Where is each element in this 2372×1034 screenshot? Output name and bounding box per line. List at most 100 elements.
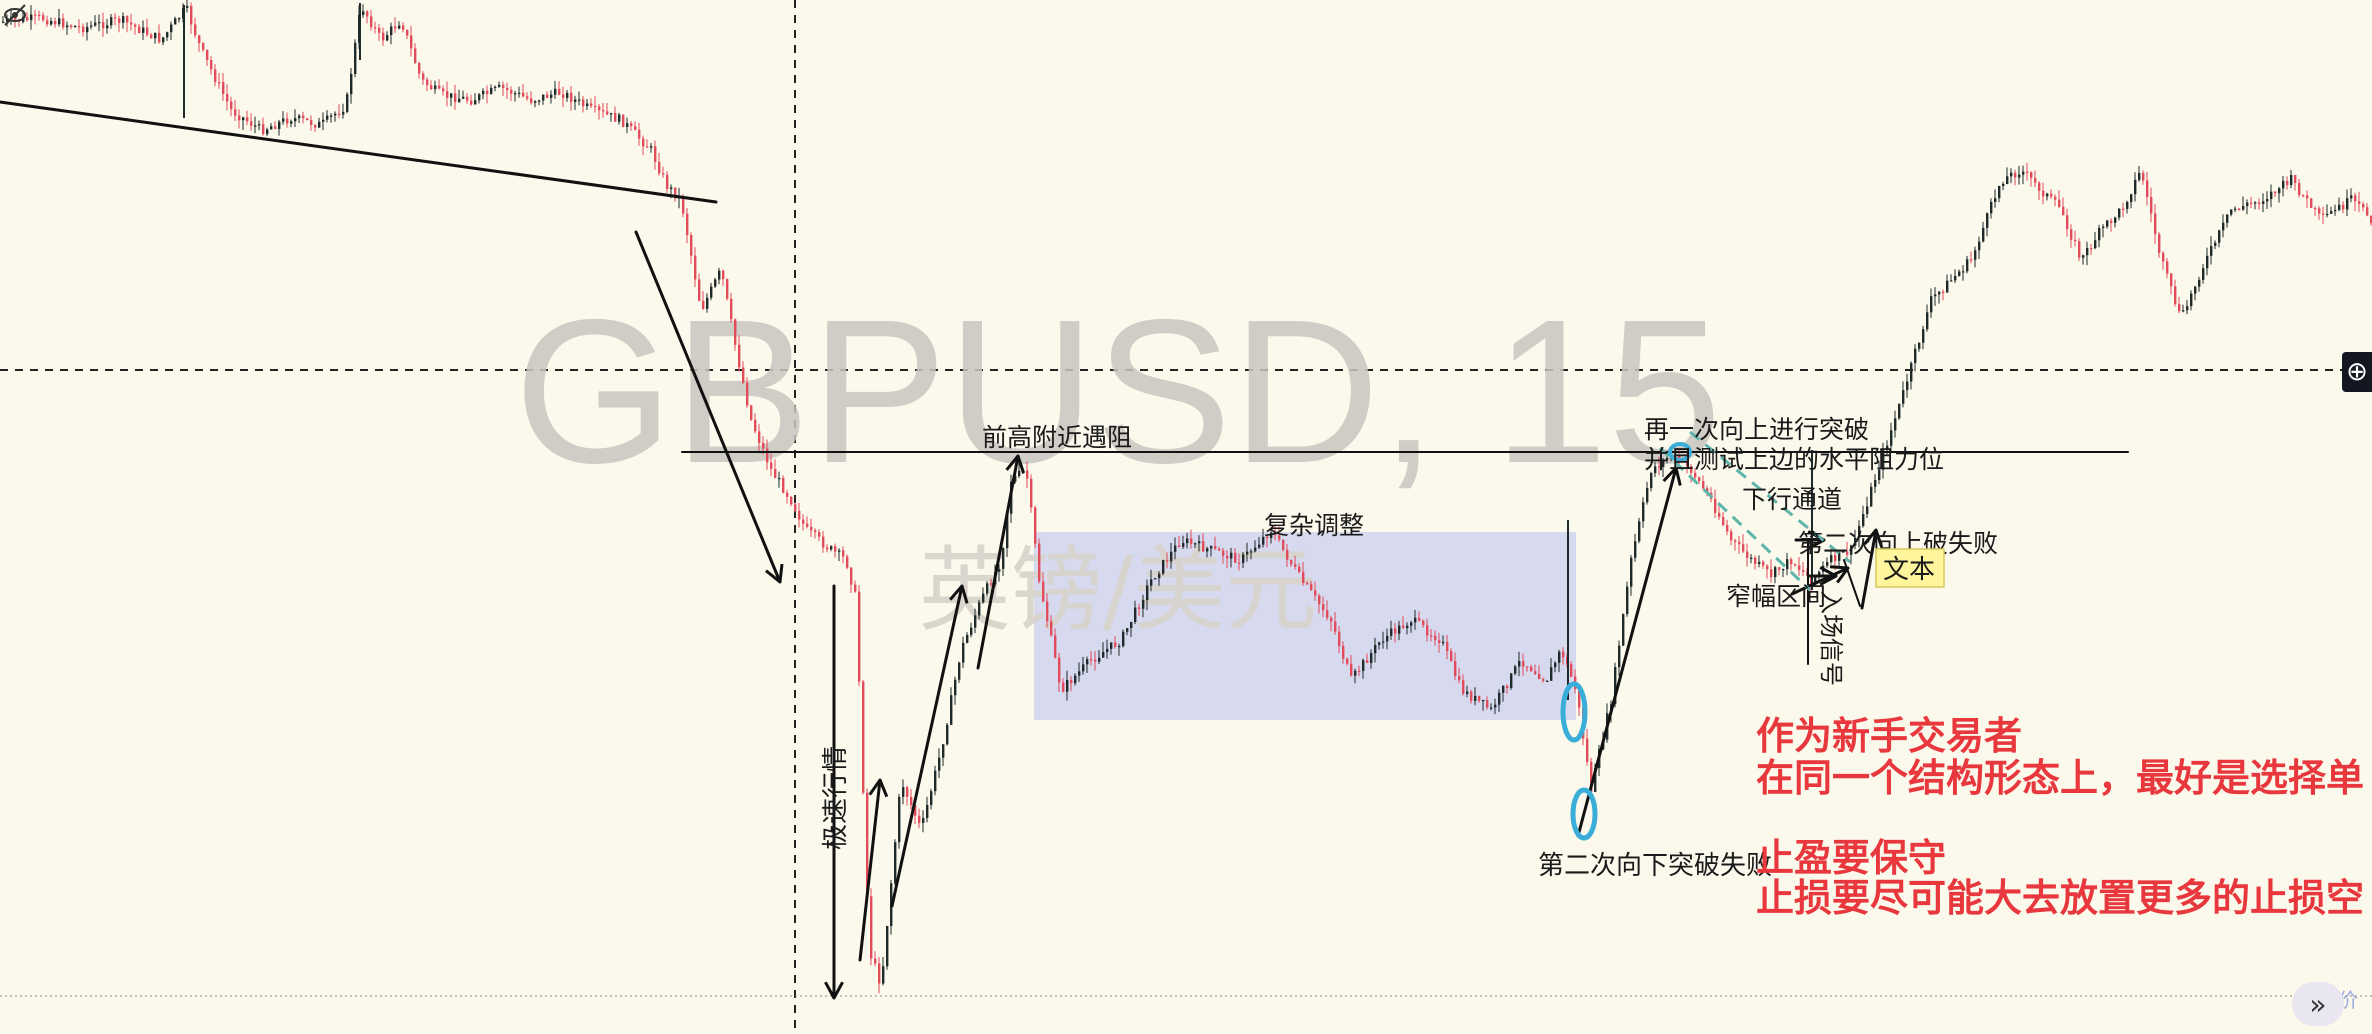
- candle-body: [1998, 186, 2001, 199]
- candle-body: [2098, 228, 2101, 241]
- candle-body: [330, 115, 333, 117]
- candle-body: [1630, 557, 1633, 587]
- breakout-fail-arrow-head-b: [1829, 565, 1849, 570]
- candle-body: [1542, 679, 1545, 681]
- candle-body: [1262, 536, 1265, 545]
- candle-body: [2186, 306, 2189, 311]
- candle-body: [2, 21, 5, 23]
- candle-body: [1346, 658, 1349, 664]
- candle-body: [374, 27, 377, 29]
- candle-body: [474, 100, 477, 105]
- candle-body: [1034, 507, 1037, 544]
- candle-body: [1226, 555, 1229, 559]
- candle-body: [866, 792, 869, 897]
- candle-body: [1894, 418, 1897, 431]
- candle-body: [958, 662, 961, 680]
- candle-body: [778, 478, 781, 480]
- candle-body: [1966, 259, 1969, 272]
- candle-body: [2150, 197, 2153, 214]
- range-top-marker-2-head-a: [1819, 574, 1837, 586]
- label-second-down-fail: 第二次向下突破失败: [1538, 851, 1772, 881]
- candle-body: [910, 796, 913, 805]
- candle-body: [290, 121, 293, 124]
- candle-body: [2030, 172, 2033, 178]
- candle-body: [2138, 172, 2141, 180]
- candle-body: [1938, 291, 1941, 295]
- candle-body: [2110, 220, 2113, 223]
- rebound-arrow-1: [858, 778, 882, 962]
- double-chevron-right-icon: »: [2309, 987, 2327, 1021]
- candle-body: [106, 25, 109, 29]
- eye-off-icon[interactable]: [2, 2, 28, 28]
- candle-body: [2194, 286, 2197, 294]
- candle-body: [322, 119, 325, 122]
- candle-body: [810, 526, 813, 531]
- add-price-alert-button[interactable]: ⊕: [2342, 352, 2372, 392]
- candle-body: [1362, 660, 1365, 671]
- candle-body: [1902, 390, 1905, 404]
- candle-body: [286, 118, 289, 124]
- candle-body: [1910, 363, 1913, 382]
- candle-body: [666, 174, 669, 189]
- candle-body: [1154, 578, 1157, 580]
- candle-body: [630, 123, 633, 127]
- candle-body: [1114, 642, 1117, 647]
- candle-body: [1462, 680, 1465, 694]
- candle-body: [2154, 213, 2157, 235]
- candle-body: [2318, 208, 2321, 214]
- candle-body: [2022, 171, 2025, 175]
- candle-body: [634, 126, 637, 130]
- candle-body: [1370, 653, 1373, 663]
- candle-body: [650, 146, 653, 148]
- candle-body: [1338, 631, 1341, 646]
- candle-body: [2346, 198, 2349, 210]
- fast-move-vertical-arrow-head-a: [824, 981, 836, 999]
- candle-body: [626, 123, 629, 127]
- candle-body: [150, 34, 153, 39]
- candle-body: [1422, 620, 1425, 626]
- candle-body: [574, 99, 577, 102]
- candle-body: [1410, 622, 1413, 626]
- candle-body: [198, 35, 201, 43]
- candle-body: [854, 584, 857, 592]
- candle-body: [1326, 610, 1329, 618]
- candle-body: [1082, 664, 1085, 672]
- candle-body: [1454, 661, 1457, 677]
- candle-body: [30, 14, 33, 20]
- candle-body: [1922, 329, 1925, 343]
- candle-body: [1298, 566, 1301, 572]
- candle-body: [1862, 514, 1865, 526]
- candle-body: [78, 26, 81, 28]
- candle-body: [1546, 680, 1549, 682]
- candle-body: [1118, 646, 1121, 648]
- candle-body: [2238, 208, 2241, 210]
- candle-body: [118, 18, 121, 23]
- candle-body: [1474, 695, 1477, 701]
- candle-body: [1950, 280, 1953, 282]
- candle-body: [502, 84, 505, 88]
- text-box[interactable]: 文本: [1875, 548, 1945, 588]
- candle-body: [1994, 198, 1997, 202]
- candle-body: [1374, 644, 1377, 654]
- candle-body: [1830, 555, 1833, 563]
- candle-body: [610, 113, 613, 115]
- candle-body: [2122, 208, 2125, 210]
- candle-body: [1634, 541, 1637, 558]
- scroll-to-realtime-button[interactable]: »: [2292, 982, 2344, 1026]
- label-retest-line1: 再一次向上进行突破: [1644, 415, 1869, 444]
- label-retest-line2: 并且测试上边的水平阻力位: [1644, 445, 1944, 474]
- candle-body: [1066, 680, 1069, 692]
- candle-body: [1842, 551, 1845, 553]
- candle-body: [1450, 651, 1453, 662]
- candle-body: [1958, 271, 1961, 276]
- candle-body: [1914, 348, 1917, 364]
- candle-body: [1550, 667, 1553, 681]
- candle-body: [1078, 671, 1081, 676]
- candle-body: [1038, 543, 1041, 582]
- candle-body: [714, 279, 717, 287]
- candle-body: [1730, 531, 1733, 541]
- symbol-watermark: GBPUSD, 15: [514, 277, 1722, 506]
- candle-body: [806, 523, 809, 527]
